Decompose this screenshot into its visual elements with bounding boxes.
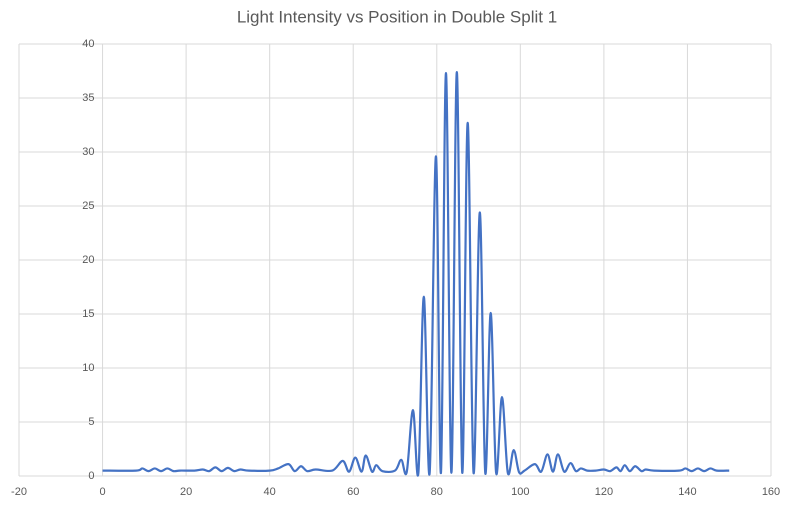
x-tick-label: 60: [347, 486, 359, 498]
y-tick-label: 5: [88, 416, 94, 428]
data-line: [102, 70, 730, 477]
x-tick-label: 120: [595, 486, 613, 498]
x-tick-label: 0: [99, 486, 105, 498]
chart-title: Light Intensity vs Position in Double Sp…: [237, 7, 557, 26]
x-tick-label: 20: [180, 486, 192, 498]
y-tick-label: 0: [88, 470, 94, 482]
y-tick-label: 30: [82, 146, 94, 158]
y-tick-label: 15: [82, 308, 94, 320]
x-tick-label: 140: [678, 486, 696, 498]
y-tick-label: 10: [82, 362, 94, 374]
x-tick-label: 100: [511, 486, 529, 498]
x-tick-label: 40: [264, 486, 276, 498]
x-tick-label: 160: [762, 486, 780, 498]
y-tick-label: 35: [82, 92, 94, 104]
y-tick-label: 40: [82, 38, 94, 50]
y-tick-label: 25: [82, 200, 94, 212]
x-tick-label: -20: [11, 486, 27, 498]
y-tick-label: 20: [82, 254, 94, 266]
x-tick-label: 80: [431, 486, 443, 498]
